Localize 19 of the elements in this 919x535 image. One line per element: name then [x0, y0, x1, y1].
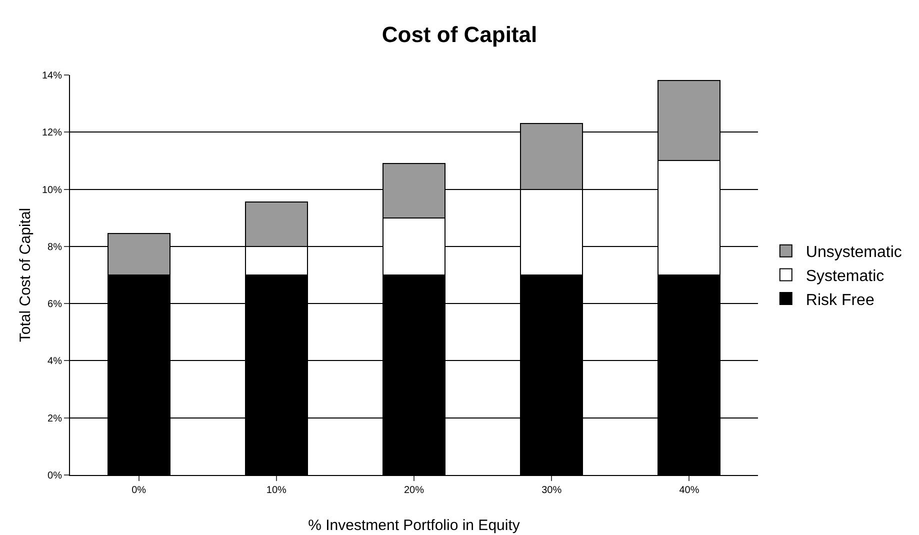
y-tick-label: 8% — [48, 242, 62, 253]
y-tick-label: 0% — [48, 470, 62, 482]
legend-label: Systematic — [806, 268, 884, 285]
y-tick-label: 12% — [42, 128, 62, 139]
x-tick-label: 20% — [404, 485, 424, 496]
x-tick-label: 0% — [132, 485, 146, 496]
y-tick-label: 4% — [48, 356, 62, 368]
chart-title: Cost of Capital — [382, 22, 538, 48]
legend-label: Unsystematic — [806, 244, 902, 262]
y-tick-label: 6% — [48, 299, 62, 310]
y-axis-title: Total Cost of Capital — [17, 208, 34, 342]
x-tick-label: 40% — [679, 485, 700, 496]
y-tick-label: 2% — [48, 413, 62, 424]
x-tick-label: 10% — [266, 485, 287, 496]
x-axis-title: % Investment Portfolio in Equity — [308, 517, 520, 534]
legend-label: Risk Free — [806, 292, 874, 309]
y-tick-label: 14% — [42, 70, 62, 82]
x-tick-label: 30% — [542, 485, 562, 496]
y-tick-label: 10% — [42, 184, 62, 196]
